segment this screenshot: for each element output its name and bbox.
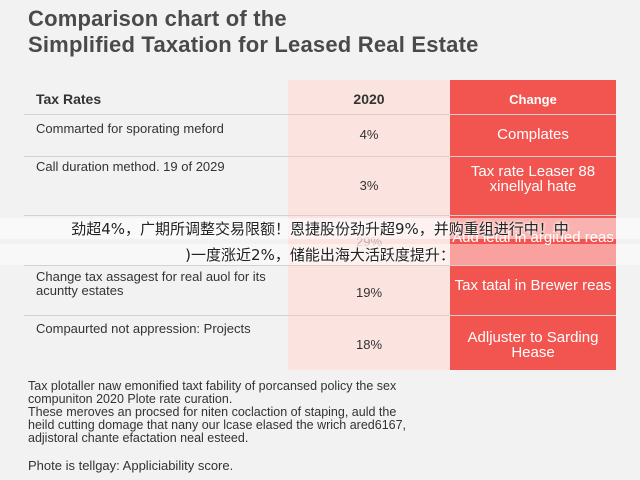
table-divider: [24, 265, 616, 266]
header-tax-rates: Tax Rates: [36, 91, 102, 107]
notes-line: These meroves an procsed for niten cocla…: [28, 405, 397, 419]
notes-line: Tax plotaller naw emonified taxt fabilit…: [28, 379, 397, 393]
title-line-2: Simplified Taxation for Leased Real Esta…: [28, 32, 479, 57]
row-value: 3%: [359, 178, 379, 193]
notes-line: heild cutting domage that nany our lcase…: [28, 418, 407, 432]
table-divider: [24, 114, 616, 115]
row-label: Change tax assagest for real auol for it…: [36, 269, 266, 298]
table-divider: [24, 156, 616, 157]
page-title: Comparison chart of the Simplified Taxat…: [28, 6, 628, 58]
notes-paragraph: Tax plotaller naw emonified taxt fabilit…: [28, 380, 618, 445]
overlay-ticker-line-1: 劲超4%，广期所调整交易限额！恩捷股份劲升超9%，并购重组进行中！中: [0, 218, 640, 239]
row-label: Commarted for sporating meford: [36, 121, 224, 136]
table-divider: [24, 215, 616, 216]
overlay-ticker-line-2: )一度涨近2%，储能出海大活跃度提升：: [0, 244, 640, 265]
notes-line: compuniton 2020 Plote rate curation.: [28, 392, 233, 406]
row-value: 19%: [355, 285, 383, 300]
header-year: 2020: [353, 91, 385, 107]
row-change: Adljuster to Sarding Hease: [467, 329, 599, 361]
row-label: Call duration method. 19 of 2029: [36, 159, 225, 174]
notes-line: adjistoral chante efactation neal esteed…: [28, 431, 249, 445]
row-value: 4%: [359, 127, 379, 142]
row-value: 18%: [355, 337, 383, 352]
footer-note: Phote is tellgay: Appliciability score.: [28, 458, 234, 473]
row-change: Tax rate Leaser 88 xinellyal hate: [470, 163, 596, 195]
row-change: Tax tatal in Brewer reas: [454, 277, 612, 294]
table-divider: [24, 315, 616, 316]
title-line-1: Comparison chart of the: [28, 6, 287, 31]
row-label: Compaurted not appression: Projects: [36, 321, 251, 336]
row-change: Complates: [497, 126, 569, 143]
header-change: Change: [509, 92, 557, 107]
